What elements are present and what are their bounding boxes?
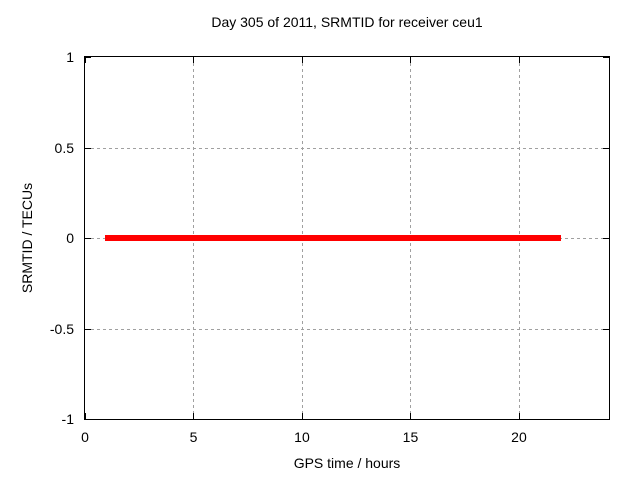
x-tick-mark-bottom <box>410 413 412 419</box>
y-tick-label: -1 <box>61 411 74 427</box>
y-tick-label: 1 <box>66 49 74 65</box>
y-tick-mark-right <box>603 147 609 149</box>
x-tick-mark-bottom <box>518 413 520 419</box>
y-tick-mark-right <box>603 328 609 330</box>
y-tick-label: 0.5 <box>54 139 74 156</box>
x-tick-mark-top <box>301 57 303 63</box>
y-gridline <box>85 147 609 149</box>
y-tick-mark-left <box>85 328 91 330</box>
y-gridline <box>85 328 609 330</box>
y-tick-mark-right <box>603 419 609 420</box>
x-tick-label: 20 <box>511 429 527 445</box>
x-tick-label: 10 <box>294 429 310 445</box>
y-tick-mark-left <box>85 419 91 420</box>
x-tick-mark-top <box>85 57 86 63</box>
x-tick-mark-top <box>518 57 520 63</box>
y-tick-mark-right <box>603 238 609 239</box>
y-tick-mark-left <box>85 57 91 58</box>
y-tick-label: 0 <box>66 230 74 246</box>
x-tick-mark-bottom <box>85 413 86 419</box>
x-tick-label: 0 <box>81 429 89 445</box>
x-tick-mark-top <box>410 57 412 63</box>
y-tick-mark-left <box>85 238 91 239</box>
x-axis-label: GPS time / hours <box>293 455 401 471</box>
x-tick-label: 5 <box>189 429 198 445</box>
plot-area <box>84 56 610 420</box>
x-tick-mark-top <box>193 57 195 63</box>
x-tick-mark-bottom <box>301 413 303 419</box>
y-tick-label: -0.5 <box>49 320 74 337</box>
x-tick-mark-bottom <box>193 413 195 419</box>
data-series-srmtid <box>104 235 562 241</box>
x-tick-label: 15 <box>402 429 419 445</box>
y-tick-mark-right <box>603 57 609 58</box>
y-tick-mark-left <box>85 147 91 149</box>
chart-title: Day 305 of 2011, SRMTID for receiver ceu… <box>211 14 483 30</box>
